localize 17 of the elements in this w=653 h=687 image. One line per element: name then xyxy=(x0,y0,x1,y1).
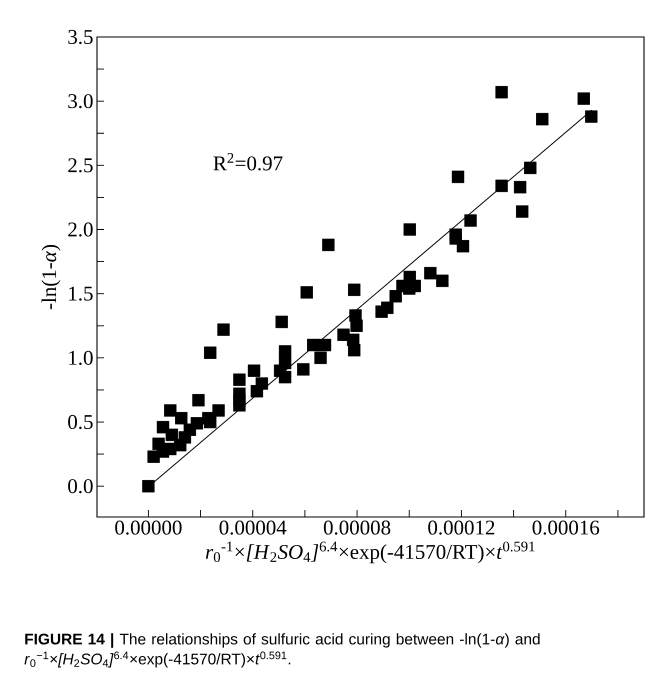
y-tick-label: 2.0 xyxy=(68,222,93,237)
annotation: R$^{2}$=0.97 xyxy=(213,153,282,171)
y-tick-label: 0.0 xyxy=(68,479,93,494)
y-tick-label: 0.5 xyxy=(68,414,93,430)
y-tick-label: 3.5 xyxy=(68,30,93,44)
x-tick-label: 0.00016 xyxy=(532,520,600,535)
text: r$_{0}$$^{-1}$×[H$_{2}$SO$_{4}$]$^{6.4}$×exp(-41570/RT)×t$^{0.591}$ xyxy=(206,542,535,564)
x-tick-label: 0.00008 xyxy=(324,520,390,535)
x-tick-label: 0.00012 xyxy=(428,520,494,535)
y-tick-label: 3.0 xyxy=(68,94,93,108)
y-tick-label: 2.5 xyxy=(68,158,93,172)
x-tick-label: 0.00004 xyxy=(220,520,286,535)
y-tick-label: 1.0 xyxy=(69,350,93,365)
y-tick-label: 1.5 xyxy=(69,286,93,301)
x-tick-label: 0.00000 xyxy=(115,520,182,535)
text: FIGURE 14 | The relationships of sulfuric acid curing between -ln(1-α) and r$_{0}$$^{−1}$×[H$_{2}$SO$_{4}$]$^{6.4}$×exp(-41570/RT)×t$^{0.591}$. xyxy=(24,633,540,668)
y-axis-title: -ln(1-α) xyxy=(42,244,60,310)
